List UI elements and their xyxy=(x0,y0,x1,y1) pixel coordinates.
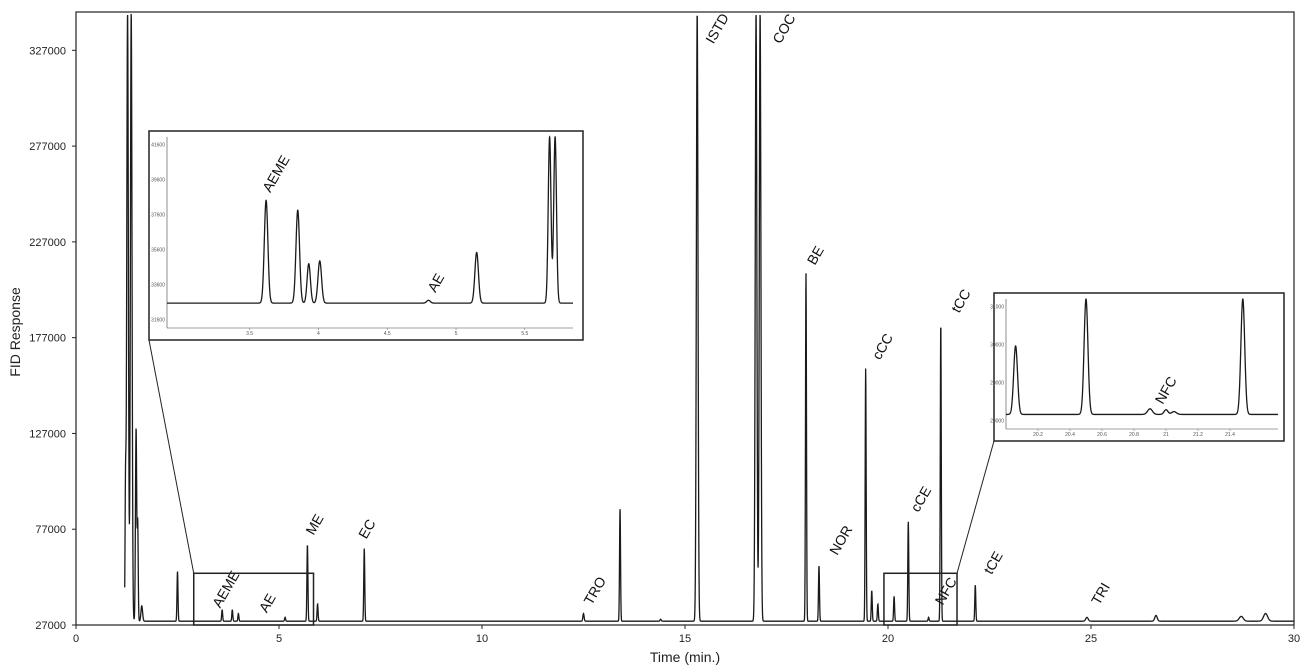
inset-right-trace xyxy=(1006,298,1278,416)
inset-right-x-tick-label-3: 20.8 xyxy=(1129,432,1139,438)
y-tick-label-3: 177000 xyxy=(29,333,66,345)
inset-right-x-tick-label-4: 21 xyxy=(1163,432,1169,438)
x-tick-label-1: 5 xyxy=(276,633,282,645)
main-trace-layer xyxy=(124,13,1294,622)
inset-right-x-tick-label-1: 20.4 xyxy=(1065,432,1075,438)
inset-right-y-tick-label-0: 31000 xyxy=(990,305,1004,311)
inset-right-x-tick-label-0: 20.2 xyxy=(1033,432,1043,438)
x-tick-label-5: 25 xyxy=(1085,633,1097,645)
inset-left-y-tick-label-2: 37600 xyxy=(151,213,165,219)
inset-left-y-tick-label-0: 41600 xyxy=(151,143,165,149)
y-tick-label-1: 77000 xyxy=(35,524,66,536)
y-axis-ticks: 27000 77000 127000 177000 227000 277000 327000 xyxy=(29,45,76,632)
inset-left-x-tick-label-3: 5 xyxy=(455,331,458,337)
inset-left-y-tick-label-1: 39600 xyxy=(151,178,165,184)
zoom-box-left xyxy=(192,572,315,626)
inset-right-y-tick-label-2: 29000 xyxy=(990,381,1004,387)
y-tick-label-4: 227000 xyxy=(29,237,66,249)
leader-left xyxy=(148,339,195,574)
inset-right-y-tick-label-1: 30000 xyxy=(990,343,1004,349)
inset-right-y-tick-label-3: 28000 xyxy=(990,419,1004,425)
inset-left-y-tick-label-3: 35600 xyxy=(151,248,165,254)
inset-right-x-tick-label-2: 20.6 xyxy=(1097,432,1107,438)
main-trace xyxy=(124,13,1294,622)
inset-left-y-tick-label-5: 31600 xyxy=(151,318,165,324)
x-tick-label-2: 10 xyxy=(476,633,488,645)
y-tick-label-2: 127000 xyxy=(29,428,66,440)
inset-left-x-tick-label-4: 5.5 xyxy=(521,331,528,337)
inset-left-x-tick-label-1: 4 xyxy=(317,331,320,337)
y-tick-label-6: 327000 xyxy=(29,45,66,57)
inset-right-x-tick-label-6: 21.4 xyxy=(1225,432,1235,438)
x-axis-ticks: 0 5 10 15 20 25 30 xyxy=(73,625,1300,645)
y-tick-label-0: 27000 xyxy=(35,620,66,632)
y-axis-label: FID Response xyxy=(7,287,23,377)
inset-left-y-tick-label-4: 33600 xyxy=(151,283,165,289)
x-tick-label-6: 30 xyxy=(1288,633,1300,645)
inset-left-x-tick-label-2: 4.5 xyxy=(384,331,391,337)
inset-left-x-tick-label-0: 3.5 xyxy=(246,331,253,337)
y-tick-label-5: 277000 xyxy=(29,141,66,153)
x-tick-label-0: 0 xyxy=(73,633,79,645)
x-tick-label-4: 20 xyxy=(882,633,894,645)
zoom-box-right xyxy=(883,572,958,626)
inset-right-frame xyxy=(993,292,1285,442)
x-tick-label-3: 15 xyxy=(679,633,691,645)
inset-left-frame xyxy=(148,130,584,341)
inset-right-x-tick-label-5: 21.2 xyxy=(1193,432,1203,438)
x-axis-label: Time (min.) xyxy=(650,649,720,665)
zoom-callouts xyxy=(148,339,995,626)
inset-left-trace xyxy=(167,135,573,304)
leader-right xyxy=(956,440,995,574)
